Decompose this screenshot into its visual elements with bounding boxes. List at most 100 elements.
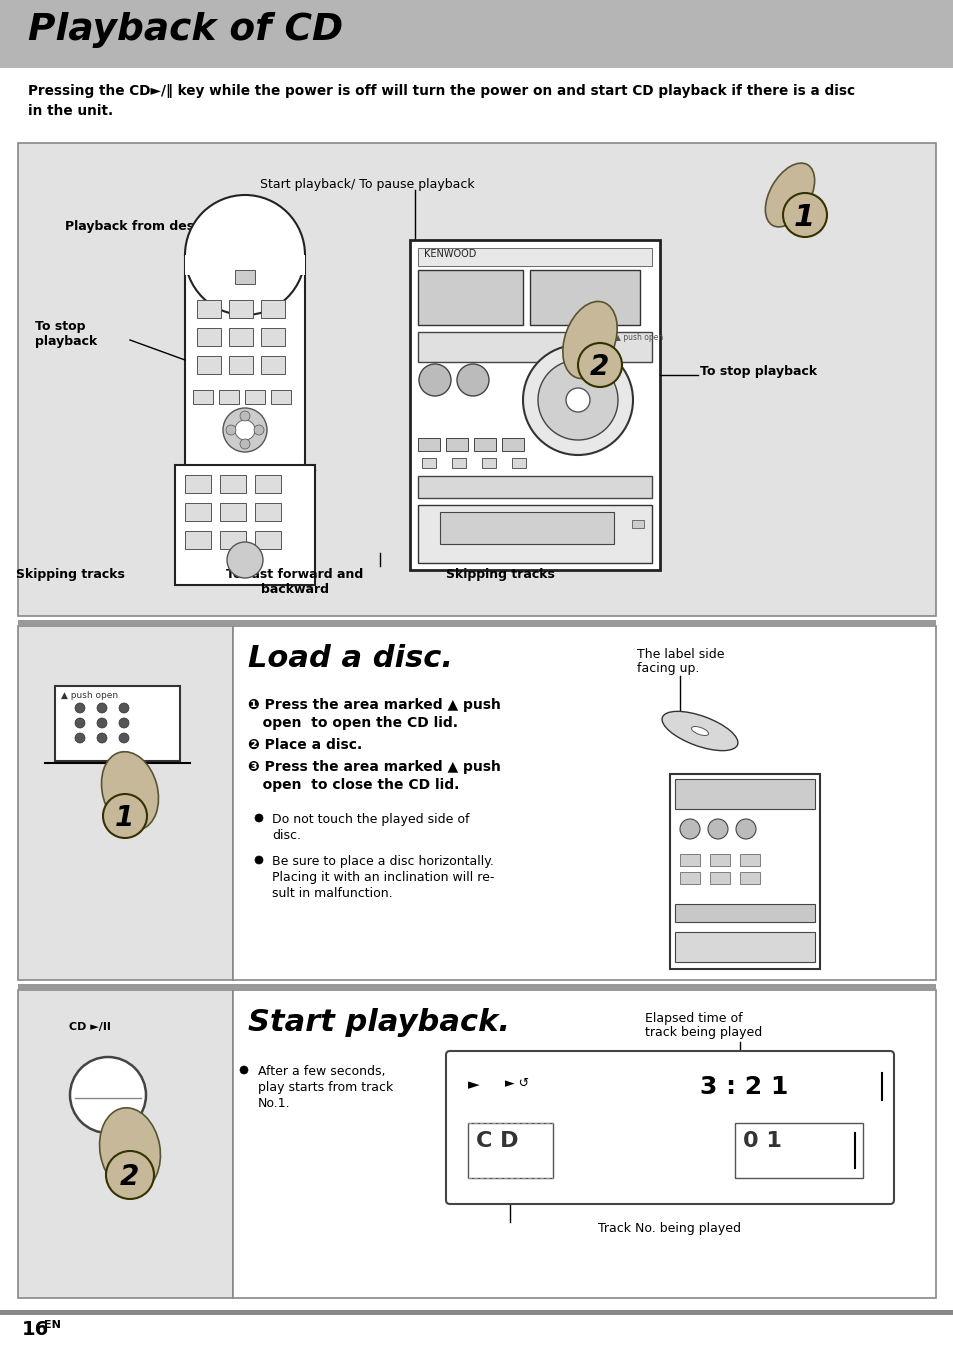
Circle shape: [227, 542, 263, 579]
Circle shape: [253, 425, 264, 435]
Bar: [675, 779, 814, 808]
Bar: [185, 531, 211, 549]
Text: open  to open the CD lid.: open to open the CD lid.: [248, 717, 457, 730]
Bar: [196, 356, 221, 375]
Bar: [679, 872, 700, 884]
Bar: [185, 256, 305, 475]
Text: Playback of CD: Playback of CD: [28, 12, 343, 49]
Bar: [229, 356, 253, 375]
Bar: [219, 389, 239, 404]
Text: 1: 1: [793, 203, 814, 233]
Bar: [174, 465, 314, 585]
Text: ❸ Press the area marked ▲ push: ❸ Press the area marked ▲ push: [248, 760, 500, 773]
Circle shape: [75, 733, 85, 744]
Text: Skipping tracks: Skipping tracks: [445, 568, 554, 581]
Bar: [740, 854, 760, 867]
Bar: [0, 1310, 953, 1315]
Text: C D: C D: [476, 1132, 518, 1151]
Text: Be sure to place a disc horizontally.: Be sure to place a disc horizontally.: [272, 854, 494, 868]
Bar: [233, 990, 935, 1298]
Bar: [669, 773, 820, 969]
Bar: [675, 932, 814, 963]
Text: Start playback.: Start playback.: [248, 1009, 510, 1037]
Text: Track No. being played: Track No. being played: [598, 1222, 740, 1234]
Bar: [446, 438, 468, 452]
Bar: [417, 438, 439, 452]
Text: ❶ Press the area marked ▲ push: ❶ Press the area marked ▲ push: [248, 698, 500, 713]
Text: playback: playback: [35, 335, 97, 347]
Bar: [740, 872, 760, 884]
Bar: [18, 990, 233, 1298]
Bar: [709, 854, 729, 867]
Circle shape: [97, 733, 107, 744]
Circle shape: [240, 1065, 248, 1073]
Bar: [421, 458, 436, 468]
Bar: [254, 475, 281, 493]
Bar: [196, 329, 221, 346]
Text: ►: ►: [468, 1078, 479, 1092]
Text: in the unit.: in the unit.: [28, 104, 113, 118]
Bar: [245, 389, 265, 404]
Text: ▲ push open: ▲ push open: [61, 691, 118, 700]
Text: CD ►/II: CD ►/II: [69, 1022, 111, 1032]
Text: 3 : 2 1: 3 : 2 1: [700, 1075, 787, 1099]
Circle shape: [240, 439, 250, 449]
Text: After a few seconds,: After a few seconds,: [257, 1065, 385, 1078]
Bar: [229, 329, 253, 346]
Bar: [417, 506, 651, 562]
Circle shape: [185, 195, 305, 315]
Bar: [18, 626, 233, 980]
Text: track being played: track being played: [644, 1026, 761, 1038]
Circle shape: [97, 718, 107, 727]
Bar: [55, 685, 180, 761]
Text: Skipping tracks: Skipping tracks: [15, 568, 124, 581]
Bar: [734, 1124, 862, 1178]
Circle shape: [565, 388, 589, 412]
Bar: [18, 621, 935, 626]
Text: To fast forward and: To fast forward and: [226, 568, 363, 581]
Bar: [530, 270, 639, 324]
Text: ► ↺: ► ↺: [504, 1078, 529, 1090]
Bar: [679, 854, 700, 867]
Circle shape: [522, 345, 633, 456]
Text: 2: 2: [589, 353, 608, 381]
Text: open  to close the CD lid.: open to close the CD lid.: [248, 777, 459, 792]
Text: 16: 16: [22, 1320, 50, 1338]
Bar: [196, 300, 221, 318]
Bar: [417, 333, 651, 362]
Circle shape: [70, 1057, 146, 1133]
Bar: [185, 503, 211, 521]
Ellipse shape: [101, 752, 158, 830]
Bar: [185, 475, 211, 493]
Bar: [233, 626, 935, 980]
Bar: [261, 356, 285, 375]
Circle shape: [418, 364, 451, 396]
Bar: [675, 904, 814, 922]
Bar: [193, 389, 213, 404]
Circle shape: [75, 718, 85, 727]
Bar: [18, 984, 935, 990]
Bar: [439, 512, 614, 544]
Text: No.1.: No.1.: [257, 1096, 291, 1110]
Circle shape: [735, 819, 755, 840]
Text: Load a disc.: Load a disc.: [248, 644, 453, 673]
Bar: [261, 329, 285, 346]
Text: facing up.: facing up.: [637, 662, 699, 675]
Ellipse shape: [99, 1107, 160, 1192]
Bar: [0, 0, 953, 68]
Circle shape: [75, 703, 85, 713]
Bar: [709, 872, 729, 884]
Bar: [474, 438, 496, 452]
Text: sult in malfunction.: sult in malfunction.: [272, 887, 393, 900]
Text: play starts from track: play starts from track: [257, 1082, 393, 1094]
Bar: [220, 503, 246, 521]
Bar: [631, 521, 643, 529]
Bar: [229, 300, 253, 318]
Circle shape: [240, 411, 250, 420]
Circle shape: [679, 819, 700, 840]
Text: EN: EN: [44, 1320, 61, 1330]
Text: Pressing the CD►/‖ key while the power is off will turn the power on and start C: Pressing the CD►/‖ key while the power i…: [28, 84, 854, 97]
Text: Start playback/ To pause playback: Start playback/ To pause playback: [260, 178, 475, 191]
Text: Playback from desired track: Playback from desired track: [65, 220, 262, 233]
Circle shape: [456, 364, 489, 396]
